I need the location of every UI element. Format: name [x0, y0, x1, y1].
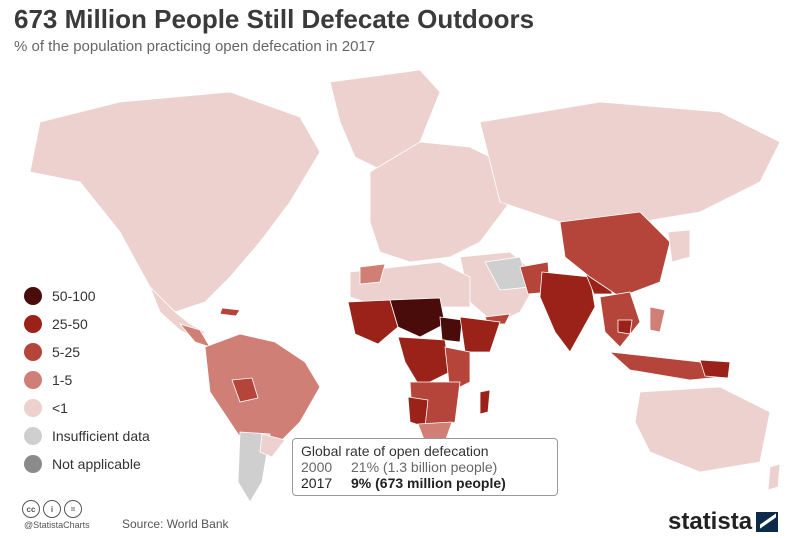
region-niger-chad — [389, 297, 446, 338]
region-south-america-north — [204, 333, 321, 453]
legend-item: Insufficient data — [24, 422, 150, 450]
region-morocco — [359, 263, 386, 285]
region-madagascar — [479, 389, 491, 415]
chart-subtitle: % of the population practicing open defe… — [14, 38, 376, 55]
statista-logo[interactable]: statista — [668, 508, 779, 536]
legend-label: Not applicable — [52, 456, 141, 472]
legend-item: 50-100 — [24, 282, 150, 310]
legend-swatch — [24, 315, 42, 333]
rate-value: 9% (673 million people) — [351, 475, 506, 491]
region-southeast-asia — [599, 291, 641, 348]
legend: 50-100 25-50 5-25 1-5 <1 Insufficient da… — [24, 282, 150, 478]
region-australia — [634, 386, 771, 473]
legend-item: Not applicable — [24, 450, 150, 478]
license-icons: cc i = — [22, 500, 82, 518]
region-papua — [699, 359, 731, 379]
region-central-africa — [397, 336, 451, 388]
legend-swatch — [24, 427, 42, 445]
region-sahel-west — [347, 299, 399, 345]
legend-label: 1-5 — [52, 372, 73, 388]
rate-box-title: Global rate of open defecation — [301, 443, 489, 459]
world-map — [29, 69, 781, 502]
region-cambodia — [617, 319, 633, 335]
legend-swatch — [24, 455, 42, 473]
chart-title: 673 Million People Still Defecate Outdoo… — [14, 4, 535, 34]
rate-value: 21% (1.3 billion people) — [351, 459, 498, 475]
no-derivatives-icon[interactable]: = — [64, 500, 82, 518]
brand-name: statista — [668, 508, 753, 535]
cc-license-icon[interactable]: cc — [22, 500, 40, 518]
global-rate-box: Global rate of open defecation 2000 21% … — [292, 438, 558, 496]
legend-item: <1 — [24, 394, 150, 422]
region-philippines — [649, 306, 666, 333]
region-russia — [479, 101, 781, 223]
region-east-africa — [444, 346, 471, 393]
legend-label: 50-100 — [52, 288, 96, 304]
legend-item: 1-5 — [24, 366, 150, 394]
legend-swatch — [24, 343, 42, 361]
region-indonesia — [608, 351, 722, 381]
legend-item: 5-25 — [24, 338, 150, 366]
region-caribbean — [219, 307, 241, 317]
region-bolivia — [231, 377, 259, 403]
rate-year: 2000 — [301, 459, 333, 475]
legend-swatch — [24, 371, 42, 389]
legend-label: 25-50 — [52, 316, 88, 332]
rate-row-2017: 2017 9% (673 million people) — [301, 475, 551, 491]
legend-label: Insufficient data — [52, 428, 150, 444]
region-namibia — [407, 396, 429, 428]
legend-label: 5-25 — [52, 344, 81, 360]
region-china — [559, 211, 671, 298]
region-uruguay — [259, 433, 286, 458]
region-north-america — [29, 91, 321, 313]
statista-logo-icon — [756, 512, 779, 532]
legend-item: 25-50 — [24, 310, 150, 338]
attribution-icon[interactable]: i — [43, 500, 61, 518]
source-note: Source: World Bank — [122, 517, 229, 531]
region-europe — [369, 141, 511, 263]
rate-row-2000: 2000 21% (1.3 billion people) — [301, 459, 551, 475]
region-korea-japan — [667, 229, 691, 263]
region-south-sudan — [439, 316, 463, 343]
legend-swatch — [24, 287, 42, 305]
region-india — [539, 271, 596, 353]
region-new-zealand — [767, 463, 781, 491]
region-horn — [459, 316, 501, 353]
legend-swatch — [24, 399, 42, 417]
rate-year: 2017 — [301, 475, 333, 491]
twitter-handle[interactable]: @StatistaCharts — [24, 520, 90, 530]
legend-label: <1 — [52, 400, 68, 416]
